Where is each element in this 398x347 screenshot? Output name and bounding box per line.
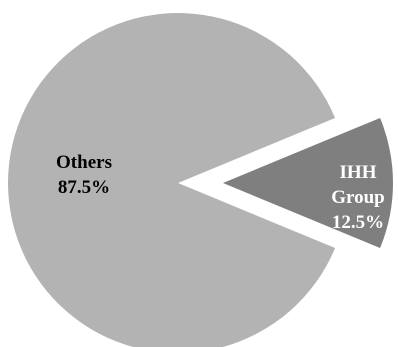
slice-value-label: 12.5% [332, 212, 384, 233]
slice-label-others: Others 87.5% [56, 152, 112, 198]
slice-label-ihh-group: IHH Group 12.5% [331, 162, 385, 233]
slice-value-label: 87.5% [58, 177, 110, 198]
slice-name-label: Group [331, 187, 385, 208]
pie-slice-ihh-group [223, 117, 393, 249]
slice-name-label: IHH [340, 162, 377, 183]
pie-slice-others [8, 13, 336, 347]
slice-name-label: Others [56, 152, 112, 173]
